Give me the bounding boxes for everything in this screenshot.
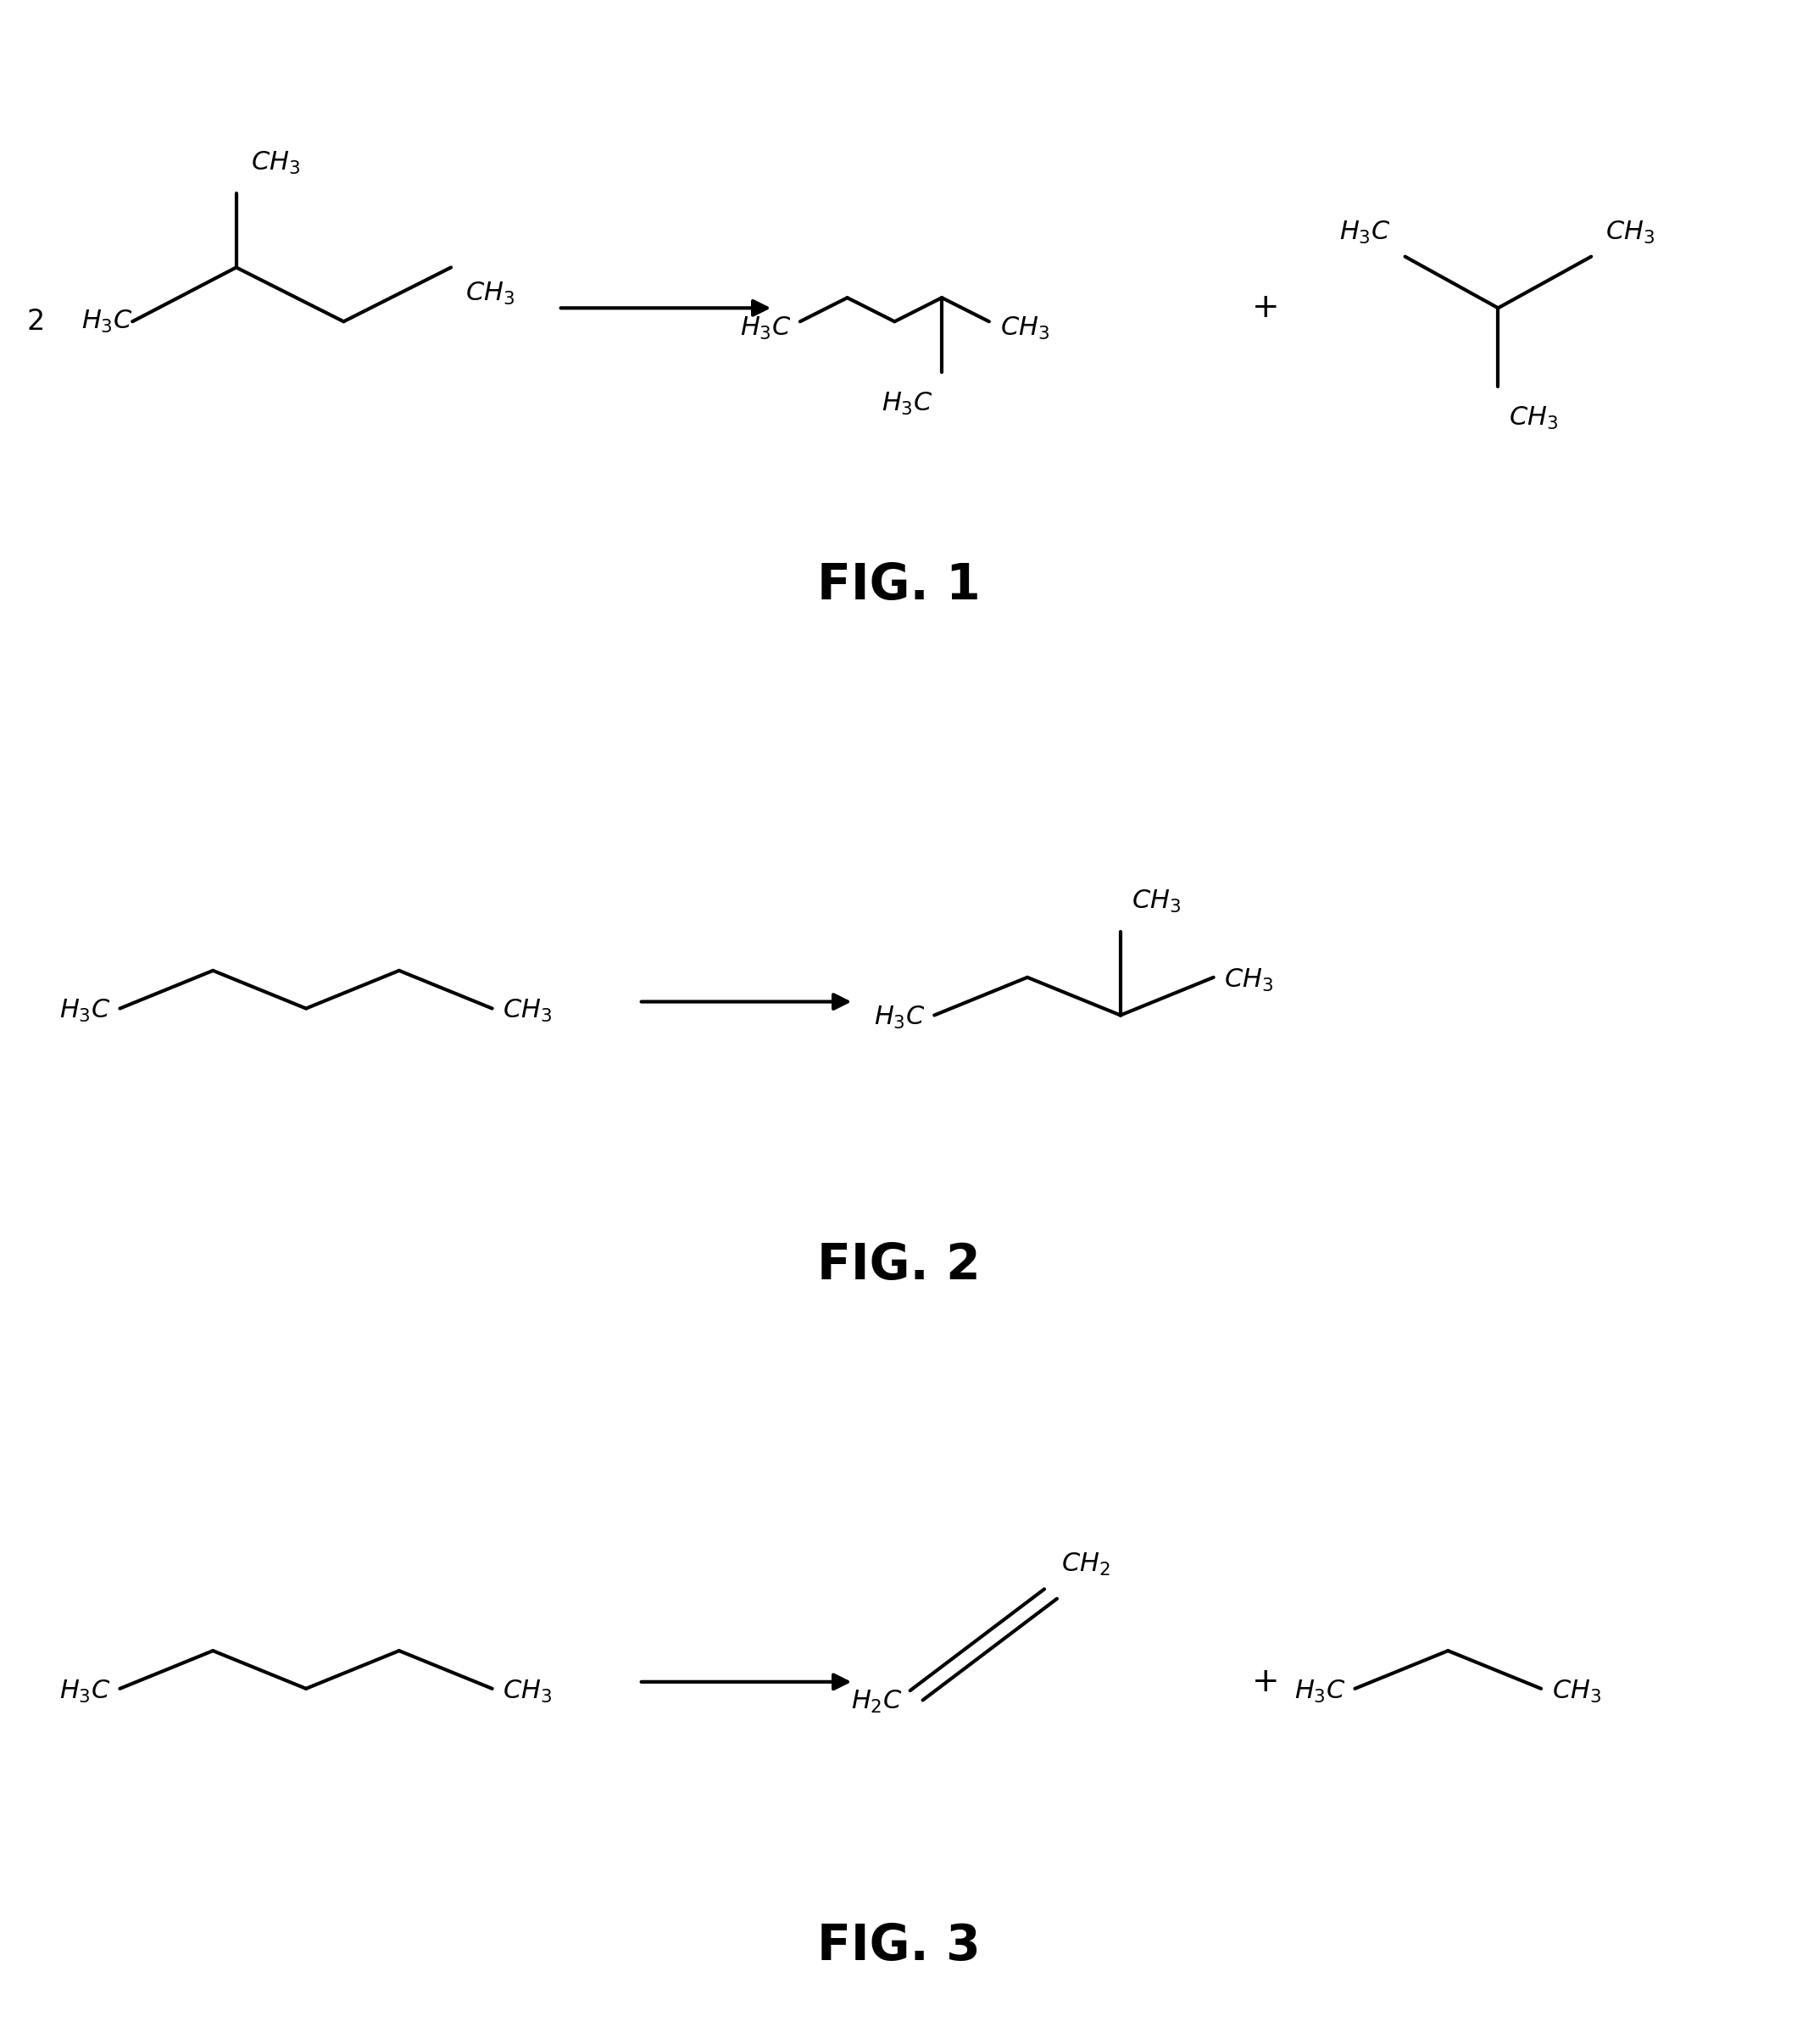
- Text: $H_3C$: $H_3C$: [882, 390, 933, 417]
- Text: FIG. 2: FIG. 2: [818, 1241, 979, 1290]
- Text: $CH_3$: $CH_3$: [1553, 1678, 1601, 1705]
- Text: $H_3C$: $H_3C$: [873, 1006, 925, 1030]
- Text: $CH_3$: $CH_3$: [1130, 889, 1181, 916]
- Text: $CH_3$: $CH_3$: [1509, 405, 1558, 431]
- Text: $CH_3$: $CH_3$: [465, 280, 514, 307]
- Text: $CH_3$: $CH_3$: [1224, 967, 1274, 993]
- Text: $CH_3$: $CH_3$: [250, 151, 300, 176]
- Text: $H_3C$: $H_3C$: [1339, 219, 1391, 245]
- Text: FIG. 3: FIG. 3: [818, 1921, 979, 1970]
- Text: $CH_3$: $CH_3$: [1605, 219, 1655, 245]
- Text: FIG. 1: FIG. 1: [818, 562, 979, 609]
- Text: $CH_3$: $CH_3$: [999, 315, 1049, 341]
- Text: $CH_3$: $CH_3$: [503, 1678, 552, 1705]
- Text: $H_2C$: $H_2C$: [850, 1688, 902, 1715]
- Text: $CH_2$: $CH_2$: [1062, 1551, 1111, 1578]
- Text: $H_3C$: $H_3C$: [1294, 1678, 1346, 1705]
- Text: $H_3C$: $H_3C$: [81, 309, 133, 335]
- Text: $H_3C$: $H_3C$: [59, 1678, 111, 1705]
- Text: +: +: [1251, 292, 1279, 325]
- Text: $H_3C$: $H_3C$: [59, 997, 111, 1024]
- Text: +: +: [1251, 1666, 1279, 1699]
- Text: 2: 2: [27, 307, 45, 335]
- Text: $CH_3$: $CH_3$: [503, 997, 552, 1024]
- Text: $H_3C$: $H_3C$: [740, 315, 791, 341]
